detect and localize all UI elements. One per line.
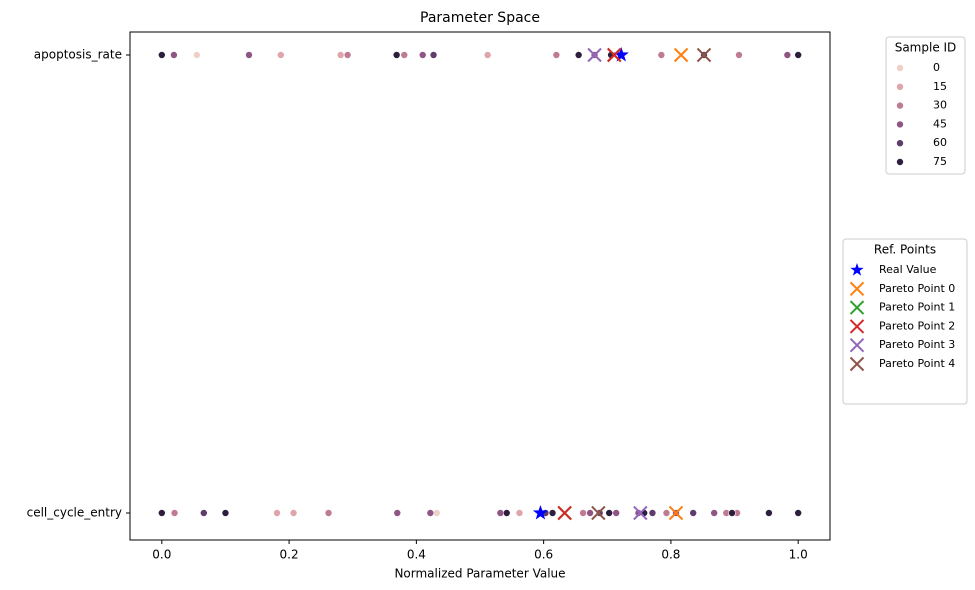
point	[245, 51, 253, 59]
legend-label: 30	[933, 99, 947, 112]
x-axis-label: Normalized Parameter Value	[394, 567, 565, 581]
point	[689, 509, 697, 517]
legend-label: 75	[933, 155, 947, 168]
point	[200, 509, 208, 517]
point	[794, 51, 802, 59]
legend-marker	[849, 319, 865, 334]
point	[657, 51, 666, 59]
point	[496, 509, 505, 517]
legend-marker	[849, 356, 865, 372]
point	[579, 509, 587, 517]
legend-marker	[849, 337, 865, 353]
y-tick-label: apoptosis_rate	[34, 48, 122, 62]
legend-marker	[849, 281, 865, 297]
legend-marker	[896, 139, 904, 147]
legend-marker	[896, 158, 904, 166]
point	[221, 509, 230, 517]
x-point	[668, 505, 684, 521]
chart-title: Parameter Space	[420, 10, 540, 26]
point	[605, 509, 613, 517]
point	[170, 509, 179, 517]
ref-legend-box	[842, 238, 968, 405]
point	[483, 51, 492, 59]
x-point	[696, 47, 712, 63]
x-point	[591, 505, 606, 521]
point	[193, 51, 201, 59]
legend-marker	[896, 101, 904, 110]
x-point	[673, 47, 689, 63]
point	[429, 51, 438, 59]
legend-label: Pareto Point 2	[879, 319, 955, 332]
point	[418, 51, 427, 59]
point	[336, 51, 345, 59]
star-point	[532, 505, 549, 520]
x-tick-label: 0.6	[534, 548, 553, 562]
point	[400, 51, 409, 59]
legend-label: Pareto Point 1	[879, 301, 955, 314]
legend-label: 45	[933, 117, 947, 130]
legend-label: Real Value	[879, 263, 937, 276]
point	[170, 51, 178, 59]
point	[515, 509, 524, 517]
point	[289, 509, 298, 517]
sample-legend-box	[885, 36, 966, 175]
point	[574, 51, 583, 59]
point	[794, 509, 802, 517]
legend-marker	[850, 263, 864, 276]
point	[432, 509, 441, 517]
point	[586, 509, 594, 517]
legend-marker	[896, 120, 904, 129]
x-tick-label: 0.4	[407, 548, 426, 562]
ref-legend-title: Ref. Points	[874, 243, 936, 257]
plot-frame	[129, 31, 831, 541]
point	[662, 509, 671, 517]
point	[548, 509, 557, 517]
x-point	[587, 47, 602, 63]
point	[343, 51, 352, 59]
legend-marker	[896, 64, 904, 72]
point	[648, 509, 657, 517]
point	[324, 509, 333, 517]
point	[393, 509, 402, 517]
star-point	[613, 47, 629, 62]
legend-label: 15	[933, 80, 947, 93]
point	[158, 509, 166, 517]
point	[392, 51, 401, 59]
legend-label: 0	[933, 61, 940, 74]
point	[765, 509, 773, 517]
legend-label: Pareto Point 3	[879, 338, 955, 351]
point	[426, 509, 435, 517]
point	[158, 51, 166, 59]
x-tick-label: 0.2	[280, 548, 299, 562]
point	[552, 51, 561, 59]
x-tick-label: 0.0	[152, 548, 171, 562]
x-tick-label: 1.0	[789, 548, 808, 562]
legend-label: Pareto Point 4	[879, 357, 955, 370]
point	[710, 509, 718, 517]
x-point	[633, 505, 648, 521]
legend-marker	[849, 300, 865, 315]
point	[783, 51, 792, 59]
legend-label: Pareto Point 0	[879, 282, 955, 295]
x-point	[607, 47, 622, 63]
point	[277, 51, 285, 59]
legend-label: 60	[933, 136, 947, 149]
point	[612, 509, 620, 517]
legend-marker	[896, 83, 904, 91]
point	[502, 509, 511, 517]
sample-legend-title: Sample ID	[895, 41, 957, 55]
y-tick-label: cell_cycle_entry	[27, 506, 122, 520]
x-tick-label: 0.8	[661, 548, 680, 562]
point	[735, 51, 743, 59]
point	[728, 509, 736, 517]
x-point	[557, 505, 572, 521]
point	[273, 509, 281, 517]
